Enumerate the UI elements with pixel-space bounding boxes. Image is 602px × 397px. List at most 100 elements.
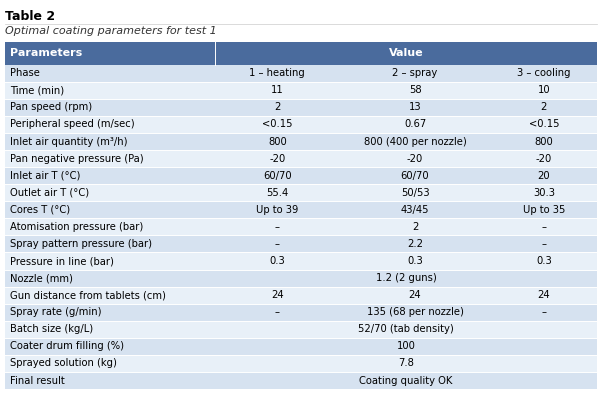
Text: -20: -20: [407, 154, 423, 164]
Text: 100: 100: [397, 341, 415, 351]
Bar: [5, 65, 215, 82]
Bar: [340, 65, 491, 82]
Text: 24: 24: [538, 290, 550, 300]
Bar: [215, 133, 340, 150]
Text: –: –: [541, 239, 547, 249]
Text: 3 – cooling: 3 – cooling: [517, 68, 571, 78]
Text: 7.8: 7.8: [398, 358, 414, 368]
Bar: [215, 116, 340, 133]
Text: Sprayed solution (kg): Sprayed solution (kg): [10, 358, 117, 368]
Text: Time (min): Time (min): [10, 85, 64, 95]
Text: Atomisation pressure (bar): Atomisation pressure (bar): [10, 222, 143, 232]
Bar: [215, 218, 340, 235]
Text: 10: 10: [538, 85, 550, 95]
Text: Pressure in line (bar): Pressure in line (bar): [10, 256, 114, 266]
Text: 24: 24: [271, 290, 284, 300]
Bar: [5, 235, 215, 252]
Bar: [5, 42, 215, 65]
Bar: [340, 218, 491, 235]
Text: 1.2 (2 guns): 1.2 (2 guns): [376, 273, 436, 283]
Bar: [5, 116, 215, 133]
Text: –: –: [275, 307, 280, 317]
Bar: [340, 235, 491, 252]
Text: Final result: Final result: [10, 376, 64, 385]
Bar: [491, 218, 597, 235]
Bar: [491, 150, 597, 167]
Bar: [215, 65, 340, 82]
Bar: [491, 201, 597, 218]
Text: 2: 2: [541, 102, 547, 112]
Text: Value: Value: [389, 48, 423, 58]
Text: Cores T (°C): Cores T (°C): [10, 205, 70, 215]
Bar: [340, 184, 491, 201]
Bar: [491, 304, 597, 321]
Text: 43/45: 43/45: [401, 205, 429, 215]
Bar: [491, 116, 597, 133]
Text: -20: -20: [536, 154, 552, 164]
Text: <0.15: <0.15: [529, 119, 559, 129]
Text: Spray pattern pressure (bar): Spray pattern pressure (bar): [10, 239, 152, 249]
Bar: [215, 150, 340, 167]
Bar: [215, 235, 340, 252]
Bar: [215, 167, 340, 184]
Text: 0.3: 0.3: [407, 256, 423, 266]
Bar: [215, 99, 340, 116]
Bar: [340, 167, 491, 184]
Text: –: –: [541, 222, 547, 232]
Text: -20: -20: [269, 154, 285, 164]
Text: 135 (68 per nozzle): 135 (68 per nozzle): [367, 307, 464, 317]
Text: 2: 2: [274, 102, 281, 112]
Text: Batch size (kg/L): Batch size (kg/L): [10, 324, 93, 334]
Text: Up to 35: Up to 35: [523, 205, 565, 215]
Text: 2: 2: [412, 222, 418, 232]
Text: Outlet air T (°C): Outlet air T (°C): [10, 188, 88, 198]
Bar: [340, 304, 491, 321]
Bar: [5, 184, 215, 201]
Bar: [340, 82, 491, 99]
Bar: [340, 201, 491, 218]
Text: 50/53: 50/53: [401, 188, 429, 198]
Bar: [215, 82, 340, 99]
Text: Parameters: Parameters: [10, 48, 82, 58]
Text: Inlet air quantity (m³/h): Inlet air quantity (m³/h): [10, 137, 127, 146]
Text: Inlet air T (°C): Inlet air T (°C): [10, 171, 80, 181]
Bar: [215, 304, 340, 321]
Text: 52/70 (tab density): 52/70 (tab density): [358, 324, 454, 334]
Text: 800 (400 per nozzle): 800 (400 per nozzle): [364, 137, 467, 146]
Text: 30.3: 30.3: [533, 188, 555, 198]
Bar: [491, 184, 597, 201]
Bar: [340, 252, 491, 270]
Bar: [5, 270, 215, 287]
Bar: [5, 167, 215, 184]
Text: 800: 800: [535, 137, 553, 146]
Text: 0.67: 0.67: [404, 119, 426, 129]
Bar: [491, 287, 597, 304]
Text: Phase: Phase: [10, 68, 40, 78]
Bar: [5, 218, 215, 235]
Bar: [5, 321, 215, 338]
Bar: [5, 201, 215, 218]
Text: Up to 39: Up to 39: [256, 205, 299, 215]
Bar: [215, 42, 597, 65]
Bar: [491, 252, 597, 270]
Bar: [215, 372, 597, 389]
Text: 0.3: 0.3: [270, 256, 285, 266]
Text: Peripheral speed (m/sec): Peripheral speed (m/sec): [10, 119, 134, 129]
Text: 20: 20: [538, 171, 550, 181]
Text: Coater drum filling (%): Coater drum filling (%): [10, 341, 123, 351]
Bar: [5, 287, 215, 304]
Bar: [215, 184, 340, 201]
Text: –: –: [541, 307, 547, 317]
Bar: [491, 167, 597, 184]
Text: 0.3: 0.3: [536, 256, 552, 266]
Text: 11: 11: [271, 85, 284, 95]
Bar: [215, 355, 597, 372]
Text: 800: 800: [268, 137, 287, 146]
Text: Optimal coating parameters for test 1: Optimal coating parameters for test 1: [5, 26, 217, 36]
Text: 60/70: 60/70: [401, 171, 429, 181]
Text: 24: 24: [409, 290, 421, 300]
Bar: [215, 270, 597, 287]
Text: Table 2: Table 2: [5, 10, 55, 23]
Text: Pan speed (rpm): Pan speed (rpm): [10, 102, 92, 112]
Text: Coating quality OK: Coating quality OK: [359, 376, 453, 385]
